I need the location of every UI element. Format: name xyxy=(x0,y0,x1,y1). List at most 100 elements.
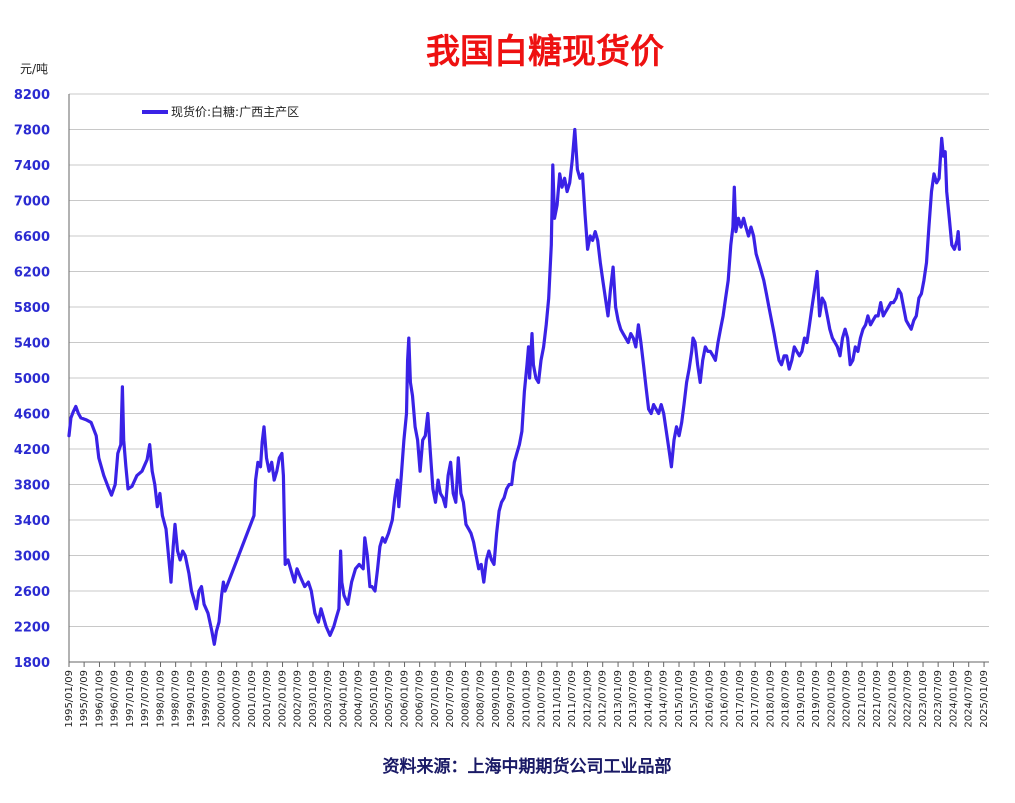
y-axis-unit: 元/吨 xyxy=(20,62,48,76)
data-point xyxy=(647,407,650,411)
data-point xyxy=(537,381,540,384)
x-tick-label: 2010/01/09 xyxy=(522,670,533,728)
x-tick-label: 2015/01/09 xyxy=(674,670,685,728)
data-point xyxy=(378,545,382,548)
data-point xyxy=(518,443,521,446)
data-point xyxy=(482,580,486,584)
data-point xyxy=(586,248,589,251)
x-tick-label: 2001/01/09 xyxy=(247,670,258,728)
data-point xyxy=(747,234,750,238)
data-point xyxy=(652,403,655,406)
data-point xyxy=(322,616,325,619)
data-point xyxy=(956,230,960,233)
data-point xyxy=(884,310,888,313)
data-point xyxy=(729,243,733,247)
data-point xyxy=(573,128,577,131)
data-point xyxy=(173,523,177,526)
x-tick-label: 2008/01/09 xyxy=(460,670,471,728)
data-point xyxy=(581,172,584,176)
data-point xyxy=(286,558,290,562)
x-tick-label: 2015/07/09 xyxy=(689,670,700,728)
data-point xyxy=(609,288,612,291)
data-point xyxy=(328,634,332,637)
data-point xyxy=(874,314,877,318)
data-point xyxy=(955,239,959,242)
x-tick-label: 2011/01/09 xyxy=(552,670,563,728)
data-point xyxy=(907,323,910,327)
data-point xyxy=(851,359,855,362)
data-point xyxy=(945,190,948,193)
x-tick-label: 2016/01/09 xyxy=(705,670,716,728)
data-point xyxy=(340,580,344,584)
data-point xyxy=(502,496,506,500)
data-point xyxy=(202,603,206,606)
data-point xyxy=(213,643,216,646)
data-point xyxy=(601,279,605,282)
data-point xyxy=(604,296,607,300)
x-tick-label: 2009/07/09 xyxy=(506,670,517,728)
x-tick-label: 2017/07/09 xyxy=(750,670,761,728)
data-point xyxy=(848,363,852,367)
data-point xyxy=(596,239,599,242)
data-point xyxy=(904,319,908,322)
x-tick-label: 2006/07/09 xyxy=(415,670,426,728)
x-tick-label: 2020/01/09 xyxy=(827,670,838,728)
x-tick-label: 1995/01/09 xyxy=(64,670,75,728)
data-point xyxy=(841,336,844,340)
data-point xyxy=(583,212,587,216)
data-point xyxy=(637,323,640,327)
data-point xyxy=(164,527,168,531)
data-point xyxy=(770,319,773,322)
x-tick-label: 1996/01/09 xyxy=(94,670,105,728)
data-point xyxy=(920,292,923,296)
data-point xyxy=(539,359,543,362)
x-tick-label: 2004/01/09 xyxy=(338,670,349,728)
data-point xyxy=(446,474,450,477)
x-tick-label: 2023/07/09 xyxy=(933,670,944,728)
data-point xyxy=(77,412,80,415)
data-point xyxy=(148,443,151,446)
data-point xyxy=(335,616,338,619)
data-point xyxy=(632,336,635,340)
data-point xyxy=(119,443,123,446)
data-point xyxy=(744,225,748,229)
data-point xyxy=(317,620,320,624)
x-tick-label: 2001/07/09 xyxy=(262,670,273,728)
x-tick-labels: 1995/01/09 1995/07/09 1996/01/09 1996/07/09… xyxy=(64,662,990,728)
x-tick-label: 2005/01/09 xyxy=(369,670,380,728)
data-point xyxy=(588,234,592,238)
y-tick-label: 3000 xyxy=(14,550,50,565)
data-point xyxy=(110,493,113,497)
data-point xyxy=(477,567,481,571)
data-point xyxy=(775,345,778,349)
data-point xyxy=(691,336,695,340)
data-point xyxy=(210,629,214,633)
data-point xyxy=(667,447,671,451)
x-tick-label: 2019/07/09 xyxy=(811,670,822,728)
data-point xyxy=(808,323,811,327)
data-point xyxy=(869,323,872,327)
x-tick-label: 1999/07/09 xyxy=(201,670,212,728)
x-tick-label: 2022/01/09 xyxy=(888,670,899,728)
x-tick-label: 2002/01/09 xyxy=(278,670,289,728)
data-point xyxy=(826,314,829,318)
data-point xyxy=(107,487,111,491)
x-tick-label: 2006/01/09 xyxy=(400,670,411,728)
data-point xyxy=(733,185,736,189)
data-point xyxy=(178,558,182,562)
data-point xyxy=(782,354,786,358)
data-point xyxy=(665,430,668,433)
data-point xyxy=(505,487,508,491)
data-point xyxy=(510,483,513,486)
data-point xyxy=(167,554,170,557)
data-point xyxy=(197,589,201,593)
data-point xyxy=(894,296,898,300)
data-point xyxy=(523,390,526,393)
data-point xyxy=(290,572,294,575)
x-tick-label: 2013/01/09 xyxy=(613,670,624,728)
data-point xyxy=(642,363,645,367)
data-point xyxy=(361,567,365,571)
data-point xyxy=(762,279,766,282)
y-tick-label: 4200 xyxy=(14,443,50,458)
data-point xyxy=(693,341,697,344)
